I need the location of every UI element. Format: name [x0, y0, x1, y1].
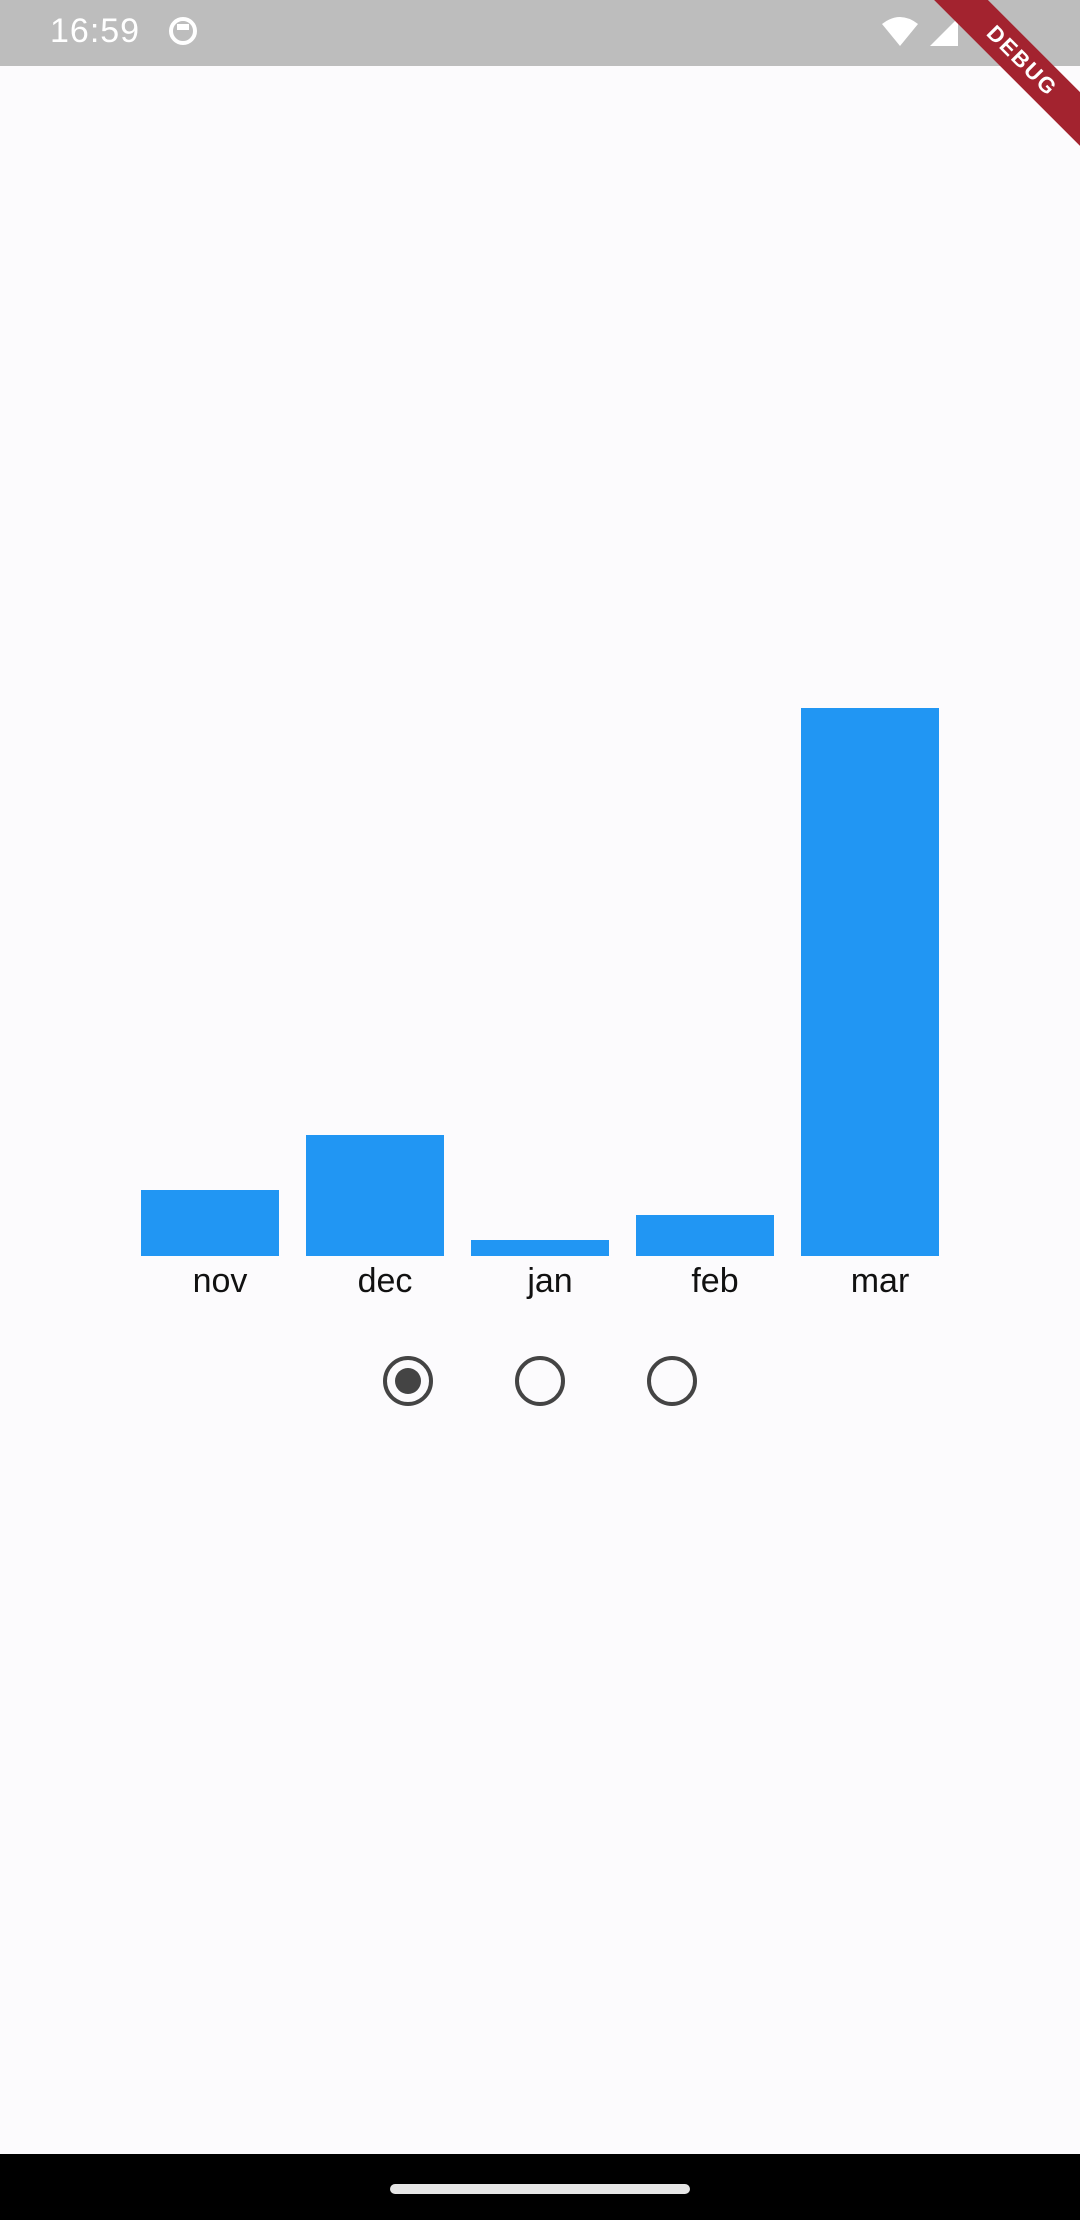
status-time: 16:59: [50, 12, 141, 50]
x-tick-label-mar: mar: [850, 1262, 910, 1300]
radio-option-1[interactable]: [383, 1356, 433, 1406]
x-tick-label-nov: nov: [192, 1262, 248, 1300]
x-tick-label-dec: dec: [357, 1262, 413, 1300]
bar-dec[interactable]: [306, 1135, 444, 1256]
radio-selected-dot: [395, 1368, 421, 1394]
x-tick-label-feb: feb: [691, 1262, 739, 1300]
home-handle[interactable]: [390, 2184, 690, 2194]
navigation-bar: [0, 2154, 1080, 2220]
x-tick-label-jan: jan: [527, 1262, 573, 1300]
bar-nov[interactable]: [141, 1190, 279, 1256]
bar-mar[interactable]: [801, 708, 939, 1256]
bar-jan[interactable]: [471, 1240, 609, 1256]
radio-option-2[interactable]: [515, 1356, 565, 1406]
bar-feb[interactable]: [636, 1215, 774, 1256]
app-notification-icon: [169, 17, 197, 45]
radio-option-3[interactable]: [647, 1356, 697, 1406]
bar-chart: nov dec jan feb mar: [141, 708, 939, 1300]
wifi-icon: [882, 17, 918, 46]
status-bar: 16:59: [0, 0, 1080, 66]
